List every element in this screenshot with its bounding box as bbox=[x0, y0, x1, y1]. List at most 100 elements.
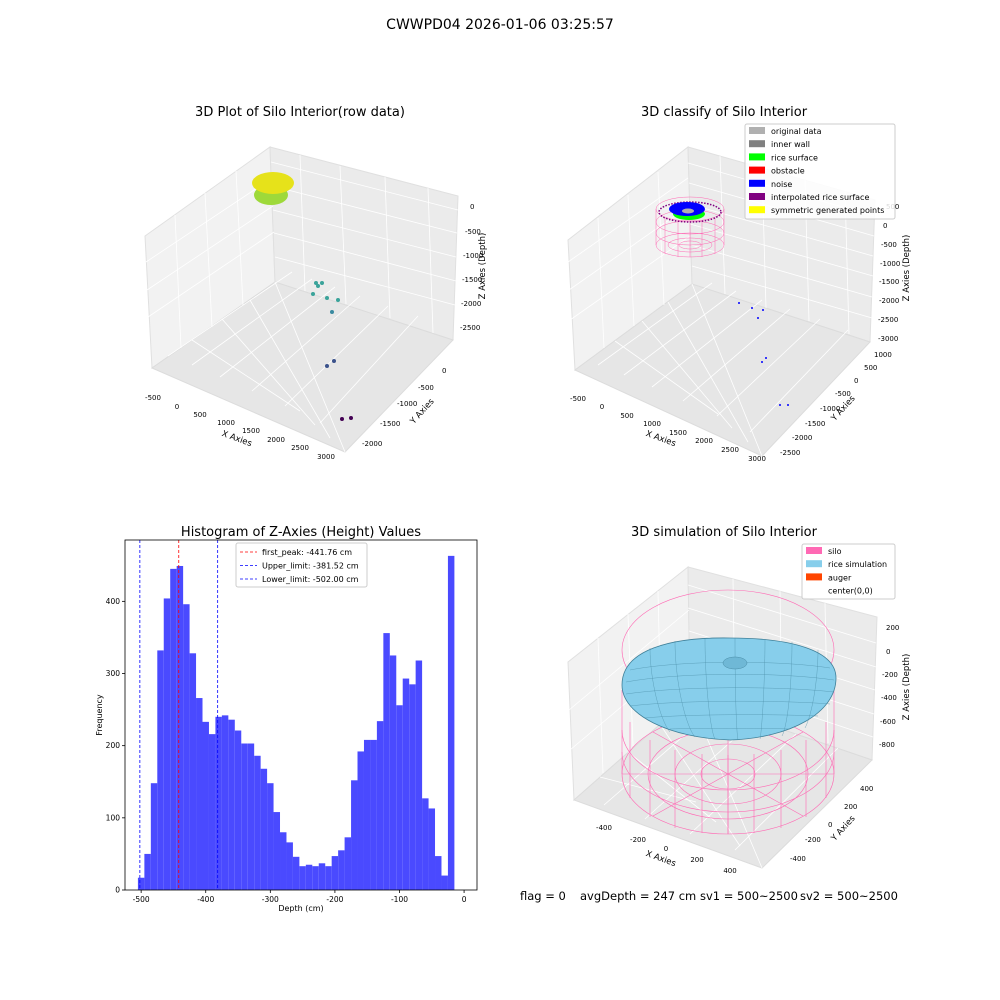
histogram-bar bbox=[422, 798, 429, 890]
simulation-y-tick: -200 bbox=[805, 836, 821, 844]
simulation-rice-surface bbox=[621, 637, 837, 741]
histogram-legend-label: Upper_limit: -381.52 cm bbox=[262, 562, 359, 571]
classify-legend-label: noise bbox=[771, 180, 792, 189]
raw-y-tick: 0 bbox=[442, 367, 446, 375]
histogram-legend-label: first_peak: -441.76 cm bbox=[262, 548, 352, 557]
classify-noise-point bbox=[738, 302, 740, 304]
histogram-y-tick: 0 bbox=[115, 886, 120, 895]
raw-data-3d-panel: 3D Plot of Silo Interior(row data) bbox=[144, 105, 488, 461]
classify-y-tick: -1000 bbox=[820, 405, 840, 413]
histogram-bar bbox=[241, 743, 248, 890]
histogram-y-tick: 400 bbox=[106, 597, 121, 606]
footer-sv2: sv2 = 500~2500 bbox=[800, 889, 898, 903]
raw-data-points bbox=[252, 172, 353, 421]
histogram-bars bbox=[137, 555, 455, 890]
classify-noise-point bbox=[757, 317, 759, 319]
classify-z-tick: -2000 bbox=[879, 297, 899, 305]
classify-legend-label: symmetric generated points bbox=[771, 206, 884, 215]
raw-point bbox=[325, 296, 329, 300]
simulation-legend-label: rice simulation bbox=[828, 560, 887, 569]
classify-x-tick: 2000 bbox=[695, 437, 713, 445]
classify-original-cluster bbox=[682, 208, 694, 214]
histogram-bar bbox=[402, 678, 410, 890]
histogram-bar bbox=[363, 739, 371, 890]
classify-legend-label: original data bbox=[771, 127, 822, 136]
figure-title: CWWPD04 2026-01-06 03:25:57 bbox=[386, 17, 614, 33]
histogram-bar bbox=[215, 716, 222, 890]
classify-points bbox=[658, 201, 789, 406]
simulation-x-tick: 200 bbox=[690, 856, 703, 864]
raw-point bbox=[314, 281, 318, 285]
histogram-bar bbox=[331, 856, 339, 890]
classify-legend-swatch bbox=[749, 206, 765, 214]
raw-x-tick: 3000 bbox=[317, 453, 335, 461]
histogram-bar bbox=[267, 783, 274, 890]
classify-z-tick: -2500 bbox=[878, 316, 898, 324]
classify-x-tick: 0 bbox=[600, 403, 604, 411]
histogram-panel: Histogram of Z-Axies (Height) Values -50… bbox=[95, 525, 478, 913]
classify-y-tick: 1000 bbox=[874, 351, 892, 359]
raw-z-label: Z Axies (Depth) bbox=[478, 233, 488, 300]
raw-x-tick: -500 bbox=[145, 394, 161, 402]
histogram-x-label: Depth (cm) bbox=[278, 904, 323, 913]
simulation-legend-swatch bbox=[806, 573, 822, 581]
classify-y-tick: -500 bbox=[835, 390, 851, 398]
histogram-y-ticks: 0 100 200 300 400 bbox=[106, 597, 125, 895]
simulation-z-tick: 0 bbox=[886, 648, 890, 656]
classify-noise-point bbox=[762, 309, 764, 311]
histogram-bar bbox=[383, 633, 390, 890]
histogram-y-tick: 300 bbox=[106, 669, 121, 678]
classify-legend-label: inner wall bbox=[771, 140, 810, 149]
simulation-silo-wireframe bbox=[621, 589, 835, 835]
raw-z-tick: -2500 bbox=[460, 324, 480, 332]
classify-panel-title: 3D classify of Silo Interior bbox=[641, 105, 808, 120]
classify-z-tick: -1000 bbox=[880, 260, 900, 268]
classify-y-tick: 0 bbox=[854, 377, 858, 385]
histogram-bar bbox=[370, 739, 377, 890]
simulation-legend-label: center(0,0) bbox=[828, 587, 873, 596]
histogram-bar bbox=[441, 875, 448, 890]
simulation-legend-label: auger bbox=[828, 573, 852, 582]
histogram-bar bbox=[357, 751, 364, 890]
simulation-legend-swatch bbox=[806, 560, 822, 568]
histogram-bar bbox=[170, 568, 177, 890]
simulation-y-label: Y Axies bbox=[829, 813, 858, 844]
histogram-bar bbox=[389, 655, 397, 890]
raw-cluster-yellow bbox=[252, 172, 294, 194]
histogram-bar bbox=[221, 715, 229, 890]
simulation-z-tick: -200 bbox=[882, 671, 898, 679]
simulation-legend: silo rice simulation auger center(0,0) bbox=[801, 543, 896, 600]
simulation-x-tick: 400 bbox=[723, 867, 736, 875]
classify-legend-label: interpolated rice surface bbox=[771, 193, 869, 202]
classify-floor-pane bbox=[574, 283, 871, 457]
raw-x-tick: 0 bbox=[175, 403, 179, 411]
classify-x-tick: 3000 bbox=[748, 455, 766, 463]
histogram-bar bbox=[163, 598, 171, 890]
simulation-x-tick: -400 bbox=[596, 824, 612, 832]
simulation-z-label: Z Axies (Depth) bbox=[902, 654, 912, 721]
classify-interpolated-surface bbox=[658, 201, 722, 223]
classify-y-tick: -2000 bbox=[792, 434, 812, 442]
histogram-bar bbox=[280, 832, 287, 890]
histogram-bar bbox=[396, 705, 403, 890]
classify-x-tick: 2500 bbox=[721, 446, 739, 454]
raw-z-tick: -2000 bbox=[461, 300, 481, 308]
histogram-bar bbox=[234, 730, 242, 890]
histogram-bar bbox=[228, 719, 235, 890]
classify-noise-point bbox=[751, 307, 753, 309]
simulation-y-tick: -400 bbox=[790, 855, 806, 863]
simulation-x-tick: -200 bbox=[630, 836, 646, 844]
classify-x-tick: 1000 bbox=[643, 420, 661, 428]
histogram-x-tick: -500 bbox=[133, 895, 150, 904]
histogram-bar bbox=[435, 856, 442, 890]
histogram-legend: first_peak: -441.76 cm Upper_limit: -381.… bbox=[235, 542, 368, 588]
histogram-bar bbox=[447, 555, 455, 890]
classify-z-tick: 0 bbox=[883, 222, 887, 230]
histogram-y-label: Frequency bbox=[95, 694, 104, 736]
simulation-y-tick: 0 bbox=[828, 821, 832, 829]
classify-z-tick: -500 bbox=[881, 241, 897, 249]
raw-y-tick: -500 bbox=[418, 384, 434, 392]
simulation-x-label: X Axies bbox=[644, 849, 677, 869]
raw-x-tick: 2000 bbox=[267, 436, 285, 444]
histogram-x-tick: 0 bbox=[462, 895, 467, 904]
